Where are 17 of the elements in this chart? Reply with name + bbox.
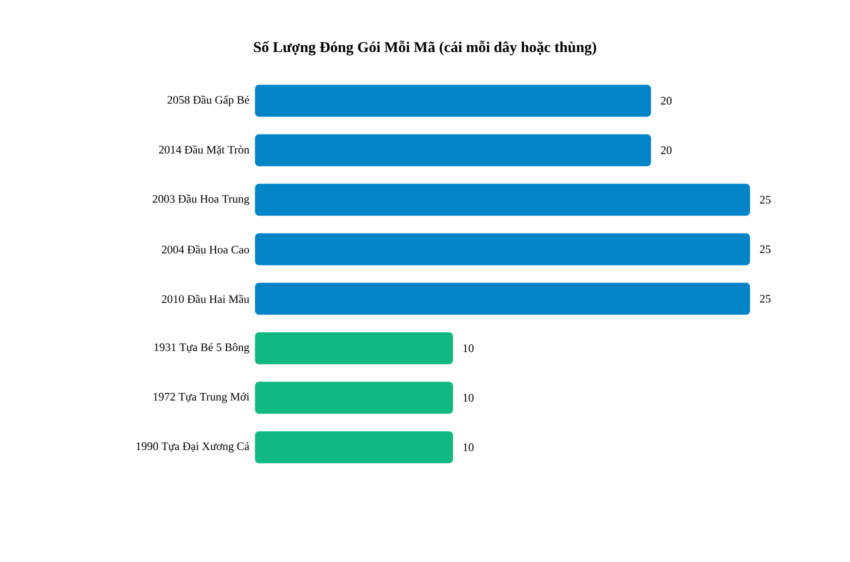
- data-label: 10: [464, 394, 474, 402]
- data-label: 20: [661, 146, 672, 154]
- data-label: 25: [760, 196, 771, 204]
- y-tick-label: 2003 Đầu Hoa Trung: [152, 194, 250, 206]
- data-label: 10: [464, 443, 474, 452]
- y-tick-label: 1990 Tựa Đại Xương Cá: [136, 442, 250, 452]
- data-label: 10: [464, 344, 474, 352]
- y-tick-label: 2014 Đầu Mặt Tròn: [159, 145, 250, 156]
- data-label: 25: [760, 294, 771, 303]
- chart-title: Số Lượng Đóng Gói Mỗi Mã (cái mỗi dây hoặc thùng): [254, 40, 596, 56]
- y-tick-label: 2058 Đầu Gấp Bé: [168, 95, 250, 106]
- data-label: 20: [661, 96, 672, 105]
- y-tick-label: 1931 Tựa Bé 5 Bông: [154, 343, 250, 354]
- y-tick-label: 2010 Đầu Hai Mầu: [162, 294, 250, 303]
- data-label: 25: [760, 245, 771, 254]
- y-tick-label: 1972 Tựa Trung Mới: [154, 392, 250, 403]
- y-tick-label: 2004 Đầu Hoa Cao: [162, 245, 250, 254]
